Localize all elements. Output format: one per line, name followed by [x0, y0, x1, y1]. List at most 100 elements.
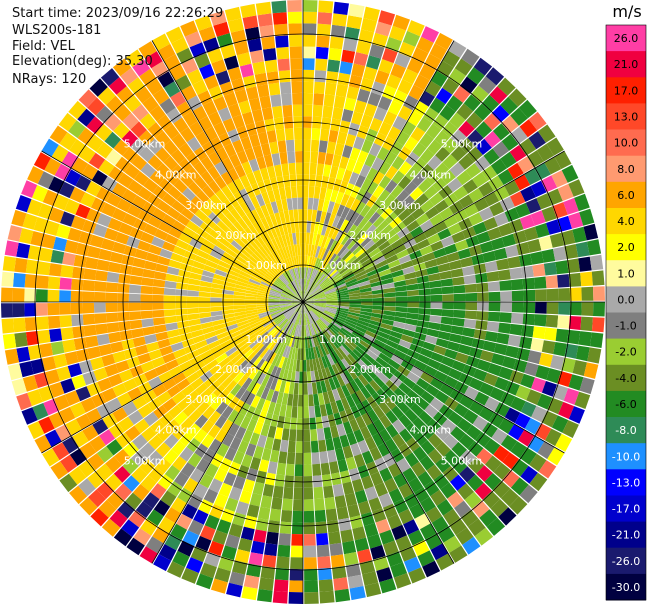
velocity-bin [284, 287, 294, 296]
velocity-bin [242, 331, 255, 340]
velocity-bin [213, 96, 228, 111]
velocity-bin [325, 305, 338, 310]
velocity-bin [545, 314, 559, 328]
velocity-bin [299, 290, 303, 302]
velocity-bin [24, 274, 38, 288]
velocity-bin [459, 466, 476, 483]
velocity-bin [181, 384, 195, 397]
velocity-bin [330, 189, 339, 203]
velocity-bin [303, 302, 315, 304]
velocity-bin [541, 410, 558, 428]
velocity-bin [113, 466, 131, 483]
velocity-bin [294, 371, 300, 384]
velocity-bin [188, 278, 201, 286]
velocity-bin [315, 320, 324, 332]
velocity-bin [286, 221, 292, 234]
elevation-label: Elevation(deg): 35.30 [12, 54, 153, 69]
velocity-bin [309, 282, 317, 293]
velocity-bin [303, 92, 314, 105]
velocity-bin [307, 324, 312, 337]
velocity-bin [310, 283, 319, 294]
velocity-bin [252, 370, 263, 383]
velocity-bin [89, 234, 104, 248]
velocity-bin [442, 466, 459, 482]
velocity-bin [299, 278, 302, 291]
velocity-bin [484, 260, 498, 273]
velocity-bin [59, 290, 71, 302]
velocity-bin [453, 85, 471, 103]
velocity-bin [331, 321, 342, 330]
velocity-bin [268, 293, 281, 298]
velocity-bin [200, 562, 217, 579]
velocity-bin [305, 279, 309, 291]
velocity-bin [101, 238, 115, 251]
velocity-bin [225, 323, 238, 332]
velocity-bin [412, 446, 428, 462]
velocity-bin [293, 302, 303, 310]
velocity-bin [294, 220, 300, 233]
velocity-bin [258, 231, 268, 244]
velocity-bin [336, 423, 347, 437]
velocity-bin [287, 11, 302, 24]
velocity-bin [192, 334, 206, 344]
velocity-bin [349, 351, 361, 363]
velocity-bin [568, 179, 585, 197]
velocity-bin [535, 365, 550, 380]
velocity-bin [175, 239, 189, 250]
velocity-bin [323, 264, 333, 275]
velocity-bin [228, 265, 241, 274]
velocity-bin [294, 294, 303, 302]
velocity-bin [299, 232, 303, 244]
velocity-bin [241, 328, 253, 337]
velocity-bin [327, 59, 341, 73]
velocity-bin [303, 291, 308, 302]
velocity-bin [369, 43, 385, 59]
velocity-bin [285, 322, 293, 333]
velocity-bin [257, 589, 273, 603]
velocity-bin [262, 483, 274, 497]
velocity-bin [521, 325, 534, 338]
velocity-bin [255, 193, 266, 207]
velocity-bin [266, 364, 275, 377]
velocity-bin [343, 221, 354, 234]
velocity-bin [271, 238, 280, 251]
velocity-bin [193, 483, 209, 499]
velocity-bin [80, 192, 96, 208]
velocity-bin [234, 254, 247, 264]
velocity-bin [130, 121, 147, 138]
velocity-bin [58, 181, 75, 199]
velocity-bin [173, 117, 189, 133]
velocity-bin [216, 519, 232, 534]
velocity-bin [313, 293, 326, 299]
velocity-bin [210, 302, 222, 307]
velocity-bin [250, 209, 261, 222]
velocity-bin [164, 315, 177, 324]
velocity-bin [295, 292, 303, 302]
velocity-bin [93, 302, 106, 313]
velocity-bin [249, 275, 262, 284]
velocity-bin [435, 338, 449, 349]
velocity-bin [129, 284, 142, 294]
velocity-bin [386, 74, 402, 90]
velocity-bin [303, 58, 315, 70]
velocity-bin [71, 374, 87, 390]
velocity-bin [315, 346, 321, 358]
velocity-bin [303, 302, 312, 311]
velocity-bin [425, 506, 443, 523]
velocity-bin [343, 421, 353, 435]
velocity-bin [64, 351, 79, 366]
velocity-bin [266, 130, 277, 143]
velocity-bin [407, 295, 420, 302]
velocity-bin [427, 139, 443, 155]
velocity-bin [140, 360, 155, 373]
velocity-bin [162, 352, 176, 364]
velocity-bin [273, 23, 288, 37]
velocity-bin [288, 269, 295, 281]
velocity-bin [49, 382, 65, 398]
velocity-bin [508, 424, 525, 441]
velocity-bin [190, 195, 204, 209]
velocity-bin [112, 383, 128, 397]
velocity-bin [16, 242, 31, 259]
velocity-bin [455, 352, 469, 364]
velocity-bin [483, 372, 499, 387]
